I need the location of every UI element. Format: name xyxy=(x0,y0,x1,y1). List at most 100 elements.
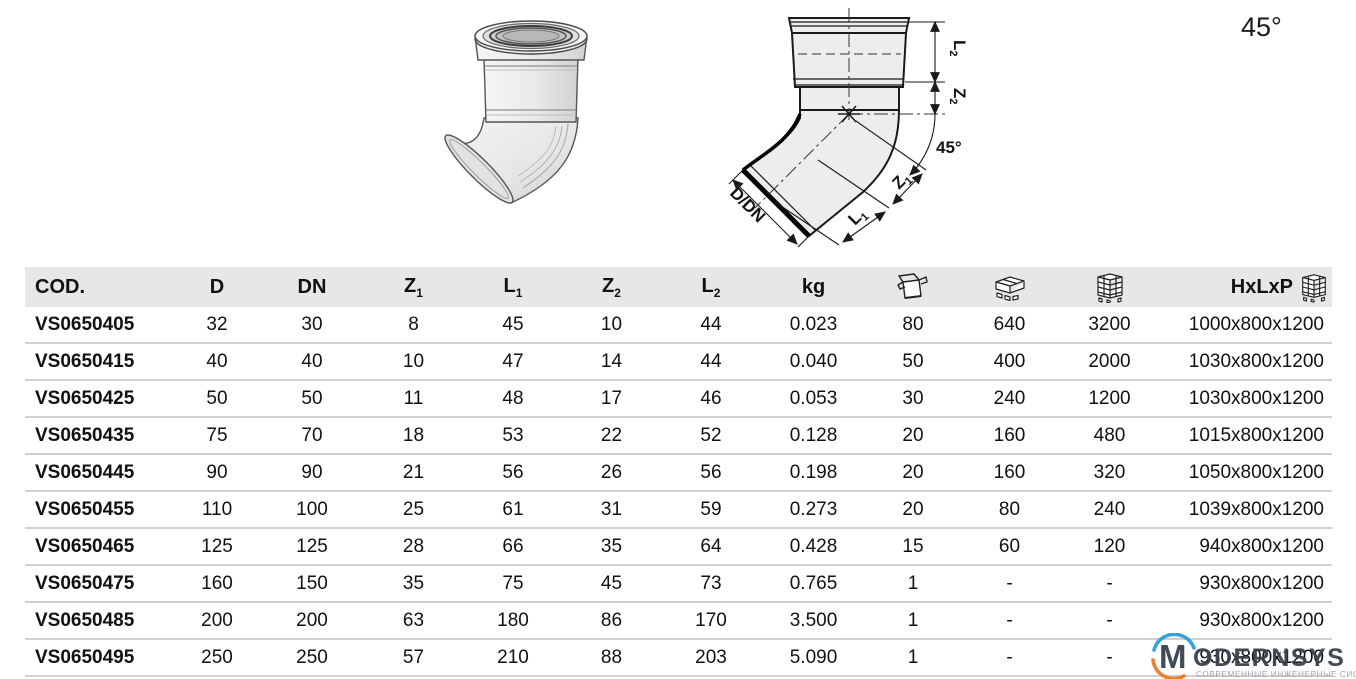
product-code-cell: VS0650435 xyxy=(25,417,173,455)
value-cell: - xyxy=(1059,639,1160,677)
value-cell: 11 xyxy=(363,380,464,418)
value-cell: 63 xyxy=(363,602,464,640)
value-cell: 50 xyxy=(173,380,261,418)
col-header-d: D xyxy=(173,267,261,307)
value-cell: 0.040 xyxy=(761,343,866,381)
value-cell: - xyxy=(1059,565,1160,603)
value-cell: 200 xyxy=(261,602,363,640)
modernsys-logo: M ODERNSYS СОВРЕМЕННЫЕ ИНЖЕНЕРНЫЕ СИСТЕМ… xyxy=(1151,633,1356,679)
bend-centre-mark xyxy=(838,105,860,123)
value-cell: 160 xyxy=(960,454,1059,492)
table-row: VS0650485 200 200 63 180 86 170 3.500 1- -930x800… xyxy=(25,602,1332,640)
value-cell: 930x800x1200 xyxy=(1160,602,1332,640)
value-cell: 57 xyxy=(363,639,464,677)
value-cell: 1 xyxy=(866,639,960,677)
pallet-stack-icon xyxy=(1096,273,1123,304)
col-header-z1: Z1 xyxy=(363,267,464,307)
product-code-cell: VS0650415 xyxy=(25,343,173,381)
value-cell: 203 xyxy=(661,639,761,677)
value-cell: 45 xyxy=(562,565,661,603)
value-cell: 0.198 xyxy=(761,454,866,492)
value-cell: 44 xyxy=(661,307,761,344)
value-cell: 73 xyxy=(661,565,761,603)
value-cell: 10 xyxy=(363,343,464,381)
dim-label-angle: 45° xyxy=(936,138,962,157)
value-cell: 0.273 xyxy=(761,491,866,529)
value-cell: 320 xyxy=(1059,454,1160,492)
value-cell: 17 xyxy=(562,380,661,418)
logo-arc-blue xyxy=(1152,633,1196,652)
col-header-z2: Z2 xyxy=(562,267,661,307)
logo-arc-orange xyxy=(1151,658,1186,679)
value-cell: 160 xyxy=(960,417,1059,455)
value-cell: 60 xyxy=(960,528,1059,566)
value-cell: 1030x800x1200 xyxy=(1160,380,1332,418)
value-cell: 14 xyxy=(562,343,661,381)
value-cell: 15 xyxy=(866,528,960,566)
value-cell: 1030x800x1200 xyxy=(1160,343,1332,381)
value-cell: 26 xyxy=(562,454,661,492)
value-cell: 45 xyxy=(464,307,562,344)
value-cell: 1015x800x1200 xyxy=(1160,417,1332,455)
product-code-cell: VS0650405 xyxy=(25,307,173,344)
value-cell: 22 xyxy=(562,417,661,455)
product-photo-45-elbow xyxy=(444,20,588,204)
value-cell: 240 xyxy=(1059,491,1160,529)
col-header-pallet-qty xyxy=(1059,267,1160,307)
table-body: VS0650405 32 30 8 45 10 44 0.023 80 640 3200 1000x8… xyxy=(25,307,1332,677)
carton-layer-icon xyxy=(994,276,1025,302)
value-cell: 940x800x1200 xyxy=(1160,528,1332,566)
pallet-stack-icon xyxy=(1302,274,1326,303)
value-cell: 1050x800x1200 xyxy=(1160,454,1332,492)
value-cell: 21 xyxy=(363,454,464,492)
value-cell: 46 xyxy=(661,380,761,418)
value-cell: 200 xyxy=(173,602,261,640)
value-cell: 66 xyxy=(464,528,562,566)
logo-letter-m: M xyxy=(1159,638,1187,675)
dim-label-l2: L2 xyxy=(947,40,968,57)
product-code-cell: VS0650445 xyxy=(25,454,173,492)
value-cell: 0.023 xyxy=(761,307,866,344)
value-cell: 3.500 xyxy=(761,602,866,640)
value-cell: 110 xyxy=(173,491,261,529)
value-cell: 30 xyxy=(866,380,960,418)
col-header-cod: COD. xyxy=(25,267,173,307)
value-cell: 150 xyxy=(261,565,363,603)
col-header-box-qty xyxy=(866,267,960,307)
value-cell: 30 xyxy=(261,307,363,344)
value-cell: 44 xyxy=(661,343,761,381)
product-code-cell: VS0650475 xyxy=(25,565,173,603)
value-cell: 32 xyxy=(173,307,261,344)
value-cell: 1 xyxy=(866,602,960,640)
value-cell: 120 xyxy=(1059,528,1160,566)
product-code-cell: VS0650425 xyxy=(25,380,173,418)
product-code-cell: VS0650495 xyxy=(25,639,173,677)
value-cell: 86 xyxy=(562,602,661,640)
value-cell: - xyxy=(1059,602,1160,640)
value-cell: 1039x800x1200 xyxy=(1160,491,1332,529)
value-cell: 1000x800x1200 xyxy=(1160,307,1332,344)
value-cell: 480 xyxy=(1059,417,1160,455)
value-cell: 70 xyxy=(261,417,363,455)
value-cell: 50 xyxy=(866,343,960,381)
value-cell: 31 xyxy=(562,491,661,529)
value-cell: 250 xyxy=(173,639,261,677)
value-cell: 10 xyxy=(562,307,661,344)
value-cell: 80 xyxy=(960,491,1059,529)
dim-label-z1: Z1 xyxy=(888,168,915,195)
value-cell: 56 xyxy=(661,454,761,492)
value-cell: 90 xyxy=(173,454,261,492)
table-row: VS0650475 160 150 35 75 45 73 0.765 1- -930x800x1… xyxy=(25,565,1332,603)
value-cell: 56 xyxy=(464,454,562,492)
logo-text: ODERNSYS xyxy=(1193,644,1345,672)
table-row: VS0650425 50 50 11 48 17 46 0.053 30 240 1200 1030x… xyxy=(25,380,1332,418)
dim-label-l1: L1 xyxy=(844,204,871,231)
value-cell: 125 xyxy=(261,528,363,566)
value-cell: 35 xyxy=(363,565,464,603)
value-cell: 0.128 xyxy=(761,417,866,455)
col-header-carton-qty xyxy=(960,267,1059,307)
col-header-hxlxp: HxLxP xyxy=(1160,267,1332,307)
open-box-icon xyxy=(897,273,928,299)
table-row: VS0650405 32 30 8 45 10 44 0.023 80 640 3200 1000x8… xyxy=(25,307,1332,344)
value-cell: - xyxy=(960,602,1059,640)
